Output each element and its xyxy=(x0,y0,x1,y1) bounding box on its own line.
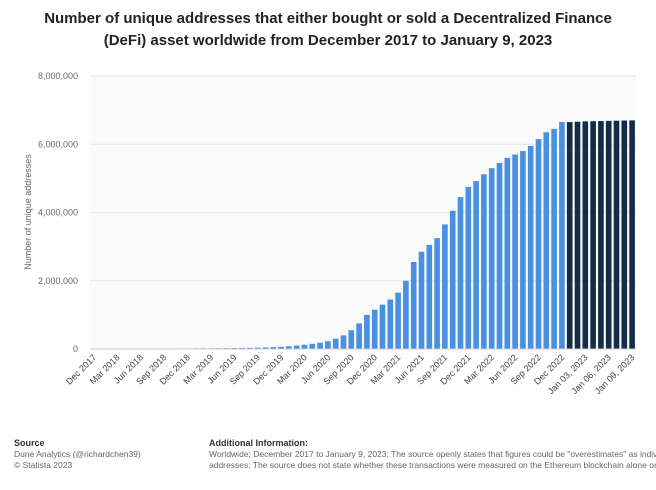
bar[interactable] xyxy=(286,346,292,349)
bar[interactable] xyxy=(317,342,323,349)
bar[interactable] xyxy=(605,120,612,350)
additional-info-line-2: addresses; The source does not state whe… xyxy=(209,460,656,470)
copyright-line: © Statista 2023 xyxy=(14,460,73,470)
bar[interactable] xyxy=(309,343,316,349)
bar[interactable] xyxy=(512,154,518,349)
bar[interactable] xyxy=(247,347,253,349)
source-line: Dune Analytics (@richardchen39) xyxy=(14,449,141,459)
bar[interactable] xyxy=(621,120,628,349)
bar[interactable] xyxy=(488,168,495,349)
chart-title-line-2: (DeFi) asset worldwide from December 201… xyxy=(103,32,553,49)
additional-info-line-1: Worldwide; December 2017 to January 9, 2… xyxy=(209,449,656,459)
bar[interactable] xyxy=(566,122,573,349)
bar[interactable] xyxy=(457,197,464,349)
bar[interactable] xyxy=(496,163,503,349)
source-heading: Source xyxy=(14,438,45,448)
bar[interactable] xyxy=(364,314,370,350)
bar[interactable] xyxy=(410,261,417,349)
y-tick-label: 2,000,000 xyxy=(38,276,78,286)
y-tick-label: 0 xyxy=(73,344,78,354)
bar[interactable] xyxy=(551,128,557,349)
bar[interactable] xyxy=(574,121,581,349)
bar[interactable] xyxy=(613,120,620,349)
bar[interactable] xyxy=(520,151,526,349)
bar[interactable] xyxy=(559,122,565,349)
bar[interactable] xyxy=(590,121,596,349)
bar[interactable] xyxy=(449,210,456,349)
bar[interactable] xyxy=(465,186,472,349)
bar[interactable] xyxy=(543,132,550,349)
bar[interactable] xyxy=(473,181,479,349)
bar[interactable] xyxy=(395,292,401,349)
bar[interactable] xyxy=(301,344,308,349)
bar[interactable] xyxy=(325,341,331,349)
y-tick-label: 6,000,000 xyxy=(38,139,78,149)
y-axis: 0 2,000,000 4,000,000 6,000,000 8,000,000 xyxy=(38,71,78,354)
source-block: Source Dune Analytics (@richardchen39) ©… xyxy=(14,438,141,471)
bar[interactable] xyxy=(348,330,355,349)
bar[interactable] xyxy=(332,338,339,349)
bar[interactable] xyxy=(535,139,542,349)
bar[interactable] xyxy=(403,280,409,349)
bar[interactable] xyxy=(418,251,425,349)
bar[interactable] xyxy=(293,345,300,349)
bar[interactable] xyxy=(340,335,347,349)
bar[interactable] xyxy=(442,224,448,349)
bar[interactable] xyxy=(356,323,362,349)
chart-title-line-1: Number of unique addresses that either b… xyxy=(44,10,612,27)
bar[interactable] xyxy=(598,121,604,349)
bar[interactable] xyxy=(387,299,394,349)
bar[interactable] xyxy=(582,121,589,349)
y-axis-label: Number of unique addresses xyxy=(23,154,33,270)
bar-chart: 0 2,000,000 4,000,000 6,000,000 8,000,000 De… xyxy=(23,71,637,396)
bar[interactable] xyxy=(239,347,245,349)
bar[interactable] xyxy=(434,238,440,349)
additional-info-heading: Additional Information: xyxy=(209,438,308,448)
bar[interactable] xyxy=(527,145,534,349)
bar[interactable] xyxy=(278,346,284,349)
bar[interactable] xyxy=(262,347,269,349)
additional-info-block: Additional Information: Worldwide; Decem… xyxy=(209,438,656,471)
bar[interactable] xyxy=(504,157,511,349)
bar[interactable] xyxy=(481,174,487,349)
bar[interactable] xyxy=(254,347,261,349)
bar[interactable] xyxy=(426,244,433,349)
bar[interactable] xyxy=(379,304,386,349)
bar[interactable] xyxy=(270,347,277,349)
chart-title: Number of unique addresses that either b… xyxy=(20,8,636,52)
bar[interactable] xyxy=(371,309,378,349)
bar[interactable] xyxy=(629,120,635,349)
y-tick-label: 4,000,000 xyxy=(38,208,78,218)
bars xyxy=(90,120,636,350)
y-tick-label: 8,000,000 xyxy=(38,71,78,81)
